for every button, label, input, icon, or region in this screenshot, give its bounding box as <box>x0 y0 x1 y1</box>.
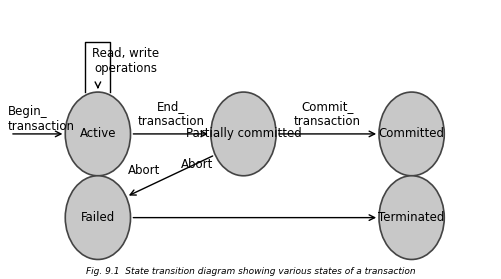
Text: Terminated: Terminated <box>378 211 444 224</box>
Text: Read, write
operations: Read, write operations <box>92 47 159 75</box>
Ellipse shape <box>378 92 443 176</box>
Text: Abort: Abort <box>180 158 212 171</box>
Text: Partially committed: Partially committed <box>185 128 301 140</box>
Text: End_
transaction: End_ transaction <box>137 100 204 128</box>
Ellipse shape <box>65 92 130 176</box>
Text: Commit_
transaction: Commit_ transaction <box>294 100 360 128</box>
Ellipse shape <box>65 176 130 259</box>
Text: Failed: Failed <box>81 211 115 224</box>
Text: Begin_
transaction: Begin_ transaction <box>8 105 74 133</box>
Text: Committed: Committed <box>378 128 444 140</box>
Ellipse shape <box>378 176 443 259</box>
Text: Active: Active <box>80 128 116 140</box>
Text: Fig. 9.1  State transition diagram showing various states of a transaction: Fig. 9.1 State transition diagram showin… <box>86 267 415 276</box>
Text: Abort: Abort <box>128 164 160 177</box>
Ellipse shape <box>210 92 276 176</box>
